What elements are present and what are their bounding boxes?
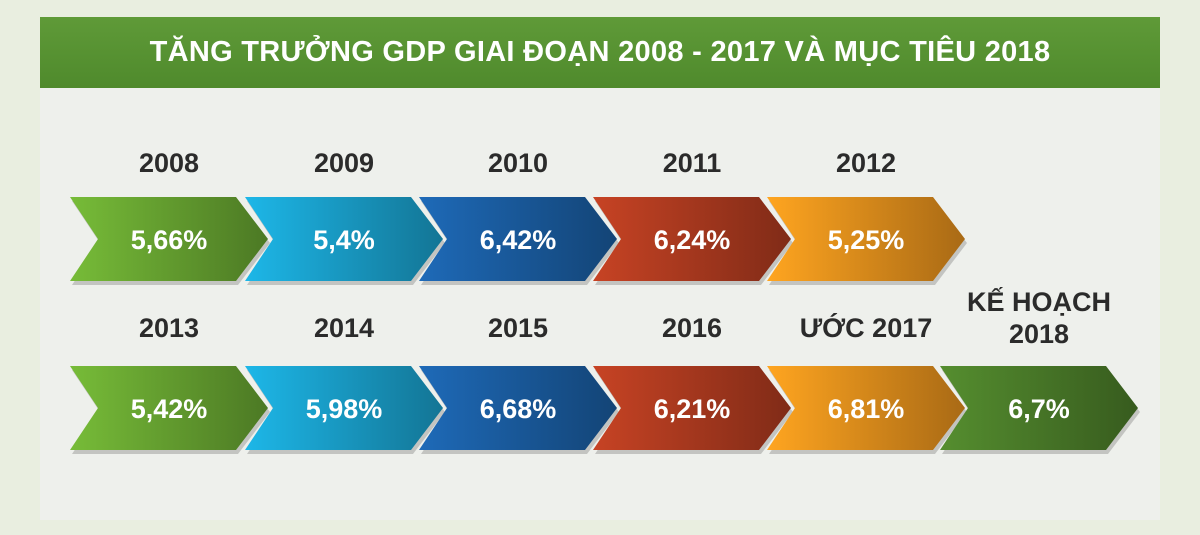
value-label: 6,7%: [1008, 394, 1070, 424]
arrow-bar-0: [70, 197, 268, 281]
category-label: 2014: [314, 313, 374, 343]
value-label: 6,21%: [654, 394, 731, 424]
category-label: 2015: [488, 313, 548, 343]
value-label: 5,66%: [131, 225, 208, 255]
arrow-bar-5: [70, 366, 268, 450]
value-label: 6,24%: [654, 225, 731, 255]
category-label: 2012: [836, 148, 896, 178]
category-label: 2008: [139, 148, 199, 178]
title-banner: TĂNG TRƯỞNG GDP GIAI ĐOẠN 2008 - 2017 VÀ…: [40, 17, 1160, 88]
arrow-bar-1: [245, 197, 443, 281]
category-label: KẾ HOẠCH: [967, 286, 1111, 317]
category-label: 2010: [488, 148, 548, 178]
value-label: 5,42%: [131, 394, 208, 424]
value-label: 6,68%: [480, 394, 557, 424]
value-label: 6,42%: [480, 225, 557, 255]
value-label: 5,25%: [828, 225, 905, 255]
arrow-bar-9: [767, 366, 965, 450]
arrow-bar-2: [419, 197, 617, 281]
arrow-bar-4: [767, 197, 965, 281]
category-label: 2011: [663, 148, 722, 178]
category-label: 2013: [139, 313, 199, 343]
value-label: 5,98%: [306, 394, 383, 424]
arrow-bar-8: [593, 366, 791, 450]
category-label: ƯỚC 2017: [800, 312, 933, 343]
arrow-bar-10: [940, 366, 1138, 450]
category-label: 2016: [662, 313, 722, 343]
category-label: 2009: [314, 148, 374, 178]
arrow-bar-7: [419, 366, 617, 450]
value-label: 6,81%: [828, 394, 905, 424]
category-label: 2018: [1009, 319, 1069, 349]
chart-title: TĂNG TRƯỞNG GDP GIAI ĐOẠN 2008 - 2017 VÀ…: [149, 36, 1051, 68]
arrow-bar-6: [245, 366, 443, 450]
value-label: 5,4%: [313, 225, 375, 255]
arrow-bar-3: [593, 197, 791, 281]
